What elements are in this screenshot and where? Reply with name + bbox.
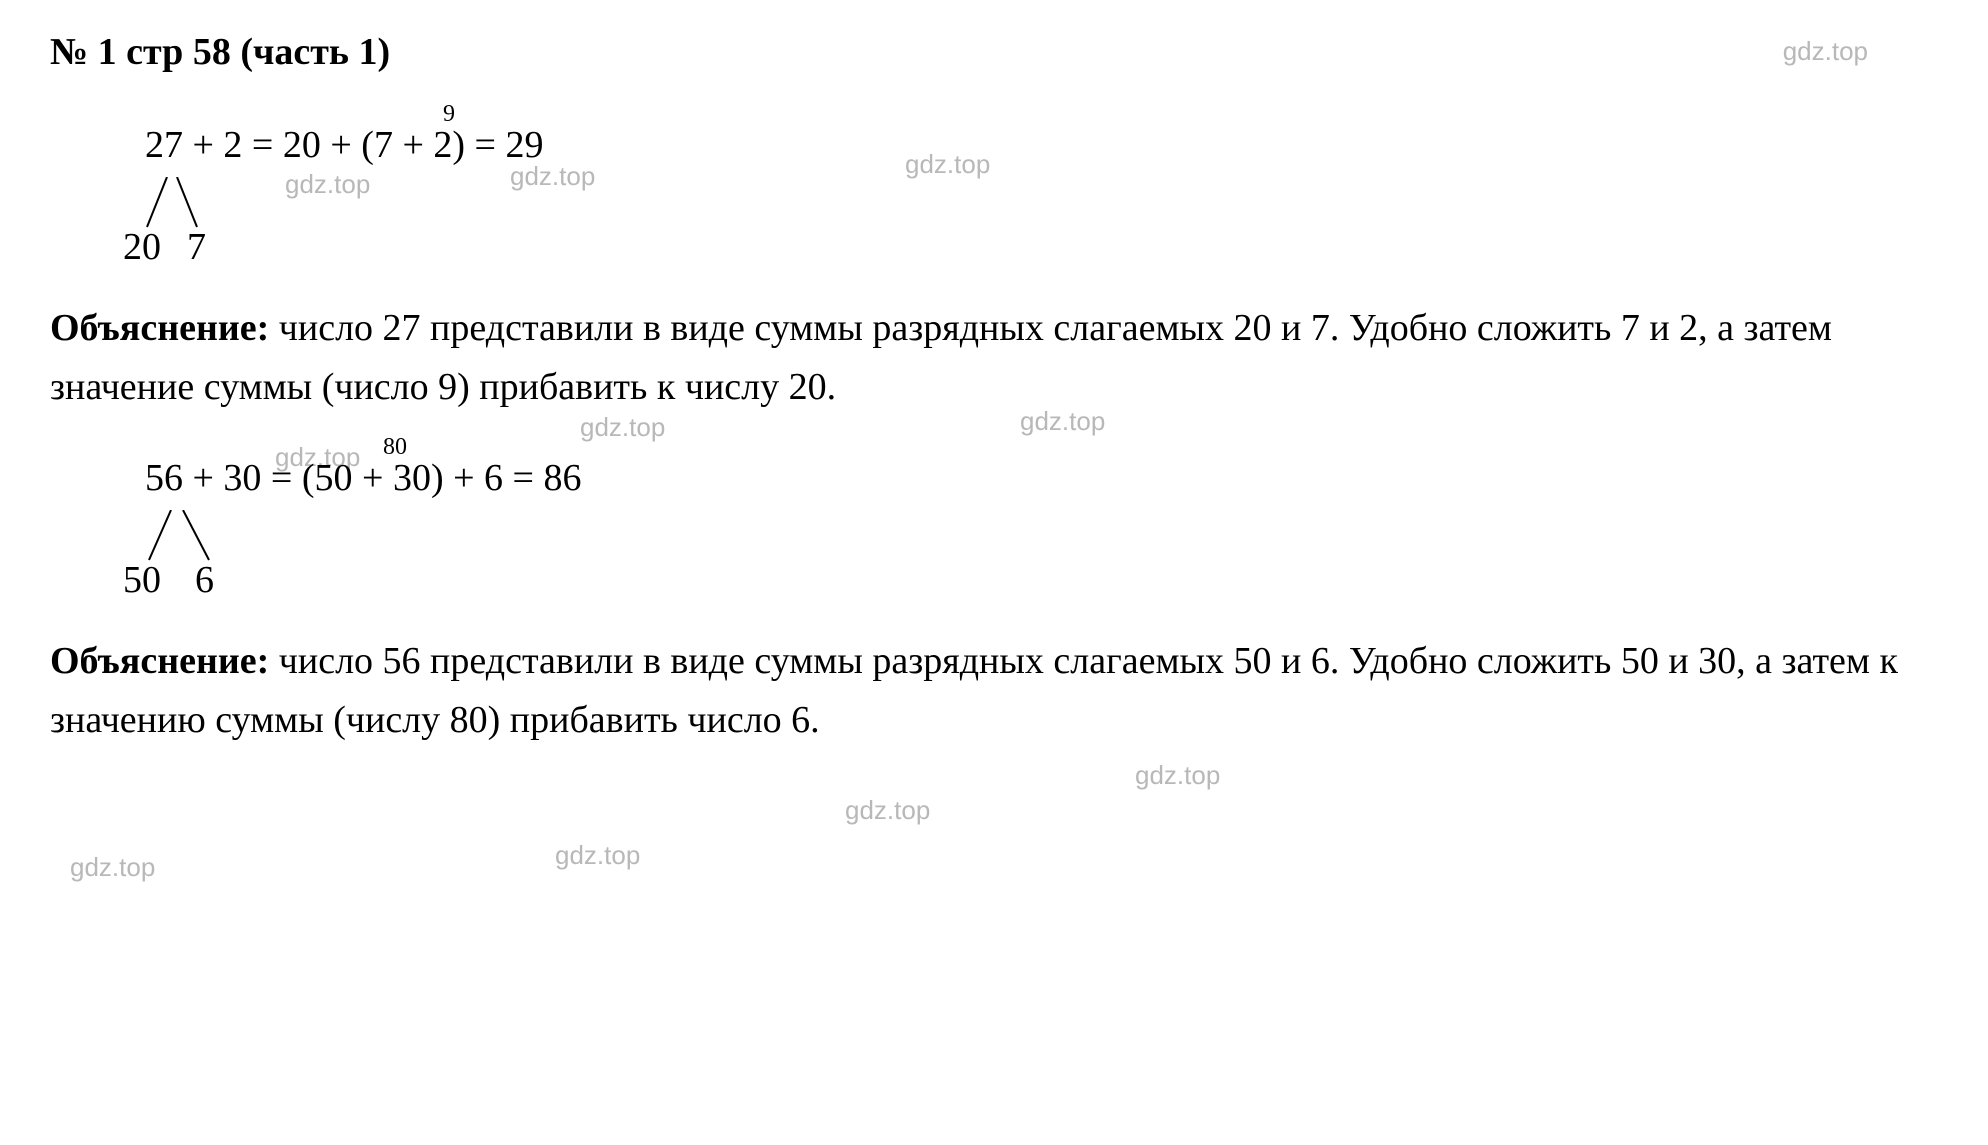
split-diagram-2: 506 <box>145 513 1938 602</box>
split-1-right: 7 <box>187 226 206 268</box>
explanation-2: Объяснение: число 56 представили в виде … <box>50 632 1938 750</box>
equation-1-main: 27 + 2 = 20 + (7 + 2) = 29 <box>145 119 1938 172</box>
equation-1-block: 9 27 + 2 = 20 + (7 + 2) = 29 207 gdz.top… <box>145 119 1938 269</box>
split-1-left: 20 <box>123 226 161 268</box>
explanation-2-label: Объяснение: <box>50 640 269 682</box>
watermark: gdz.top <box>555 840 640 871</box>
explanation-1-text: число 27 представили в виде суммы разряд… <box>50 307 1832 408</box>
split-2-right: 6 <box>195 559 214 601</box>
split-2-left: 50 <box>123 559 161 601</box>
watermark: gdz.top <box>1135 760 1220 791</box>
explanation-1: Объяснение: число 27 представили в виде … <box>50 299 1938 417</box>
explanation-2-text: число 56 представили в виде суммы разряд… <box>50 640 1898 741</box>
split-diagram-1: 207 <box>145 180 1938 269</box>
equation-2-block: 80 56 + 30 = (50 + 30) + 6 = 86 506 <box>145 452 1938 602</box>
watermark: gdz.top <box>845 795 930 826</box>
watermark: gdz.top <box>70 852 155 883</box>
explanation-1-label: Объяснение: <box>50 307 269 349</box>
page-title: № 1 стр 58 (часть 1) <box>50 30 1938 74</box>
equation-2-main: 56 + 30 = (50 + 30) + 6 = 86 <box>145 452 1938 505</box>
split-numbers-1: 20 7 <box>123 180 1938 269</box>
split-numbers-2: 50 6 <box>123 513 1938 602</box>
